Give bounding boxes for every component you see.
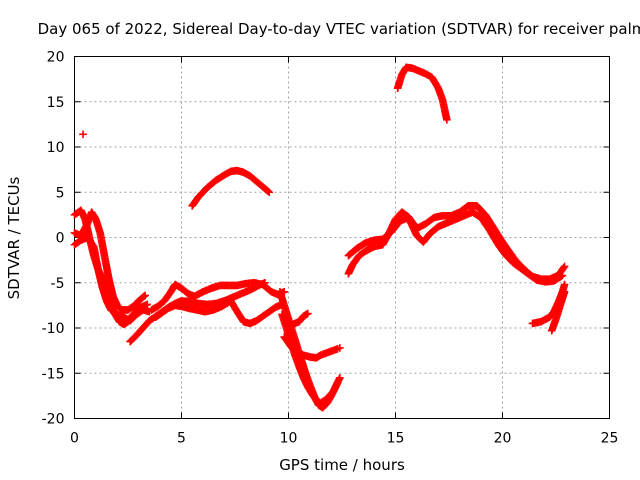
data-point <box>443 116 451 124</box>
data-point <box>336 344 344 352</box>
y-tick-label: 20 <box>47 50 65 66</box>
x-tick-label: 5 <box>177 431 186 447</box>
y-tick-label: 0 <box>56 231 65 247</box>
tick-labels: 0 5 10 15 20 25 -20 -15 -10 -5 0 5 10 15 20 <box>42 50 619 447</box>
grid <box>74 56 610 419</box>
series-arc-f <box>152 297 286 328</box>
data-point <box>141 291 149 300</box>
y-tick-label: -20 <box>42 412 65 428</box>
y-tick-label: -10 <box>42 321 65 337</box>
x-axis-label: GPS time / hours <box>279 456 405 474</box>
series-outlier <box>79 130 87 139</box>
series-arc-k <box>282 309 312 329</box>
y-tick-label: -5 <box>51 276 65 292</box>
y-axis-label: SDTVAR / TECUs <box>5 176 23 299</box>
series-arc-m <box>344 208 567 286</box>
x-tick-label: 20 <box>494 431 512 447</box>
data-point <box>303 309 312 318</box>
series-arc-n <box>393 63 451 124</box>
data-point <box>336 373 344 382</box>
x-tick-label: 25 <box>601 431 619 447</box>
data-point <box>265 188 274 197</box>
series-arc-b <box>70 208 149 314</box>
x-tick-label: 15 <box>387 431 405 447</box>
y-tick-label: 10 <box>47 140 65 156</box>
plot-frame <box>74 56 610 419</box>
x-tick-label: 0 <box>70 431 79 447</box>
chart-title: Day 065 of 2022, Sidereal Day-to-day VTE… <box>38 20 640 38</box>
data-point <box>143 300 152 309</box>
series-arc-g <box>188 166 274 210</box>
data-point <box>264 187 272 196</box>
series-stray <box>336 344 344 352</box>
series-arc-l <box>344 202 569 283</box>
data-point <box>560 262 569 271</box>
y-tick-label: 15 <box>47 95 65 111</box>
y-tick-label: -15 <box>42 366 65 382</box>
data-point <box>560 288 569 296</box>
data-point <box>79 130 87 139</box>
y-tick-label: 5 <box>56 185 65 201</box>
series-arc-j <box>280 333 342 362</box>
data-point <box>560 280 569 289</box>
series-arc-i <box>278 310 342 407</box>
x-tick-label: 10 <box>280 431 298 447</box>
data-point <box>333 378 342 387</box>
data-point <box>140 292 148 301</box>
data-point <box>558 271 567 280</box>
series-arc-e <box>147 278 289 314</box>
series-arc-p <box>547 288 569 335</box>
data-marks <box>70 63 569 412</box>
